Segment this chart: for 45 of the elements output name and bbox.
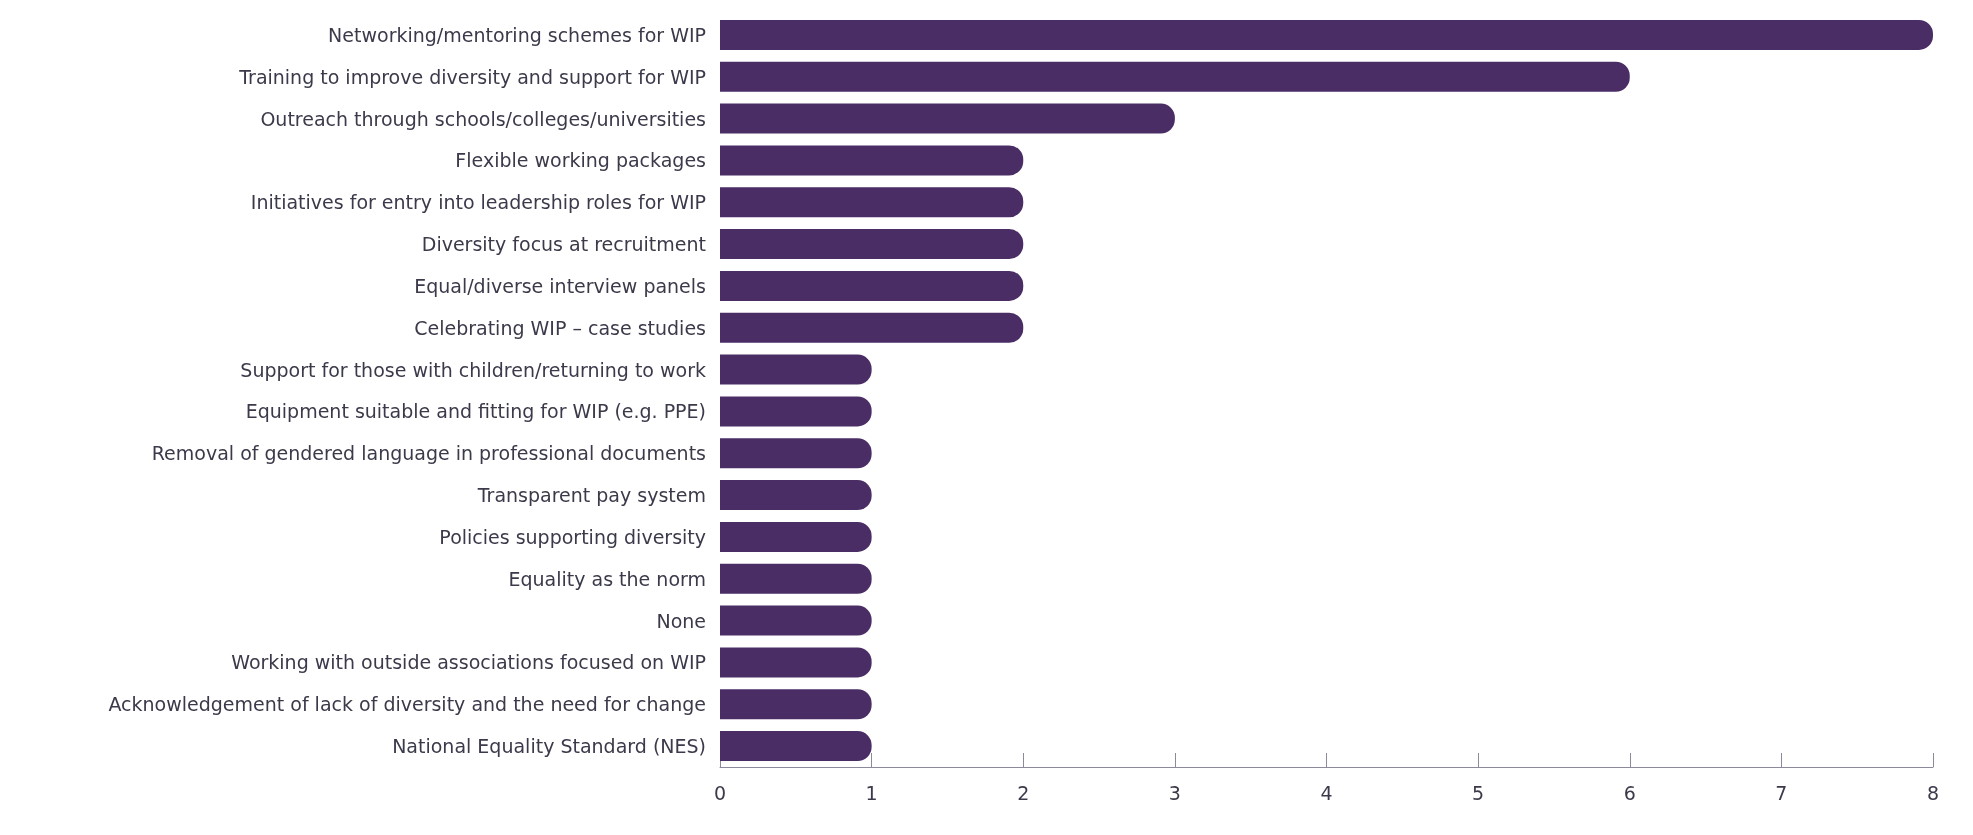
y-tick-label: Equality as the norm bbox=[508, 567, 706, 590]
y-tick-label: Training to improve diversity and support for WIP bbox=[238, 65, 706, 88]
bar bbox=[720, 19, 1933, 50]
x-tick-label: 6 bbox=[1623, 781, 1636, 804]
y-tick-label: Diversity focus at recruitment bbox=[421, 233, 706, 256]
x-tick-label: 4 bbox=[1320, 781, 1333, 804]
x-tick-label: 8 bbox=[1926, 781, 1940, 804]
bar bbox=[720, 731, 872, 762]
y-tick-label: Removal of gendered language in professional documents bbox=[151, 442, 706, 465]
x-tick-label: 1 bbox=[865, 781, 878, 804]
y-tick-label: National Equality Standard (NES) bbox=[392, 735, 706, 758]
bar bbox=[720, 480, 872, 511]
y-tick-label: Support for those with children/returning to work bbox=[240, 358, 706, 381]
y-tick-label: Flexible working packages bbox=[455, 149, 706, 172]
y-tick-label: Equal/diverse interview panels bbox=[414, 274, 706, 297]
bar bbox=[720, 605, 872, 636]
bar bbox=[720, 103, 1175, 134]
bar bbox=[720, 563, 872, 594]
y-tick-label: Policies supporting diversity bbox=[439, 525, 706, 548]
x-tick-label: 3 bbox=[1168, 781, 1181, 804]
y-tick-label: Networking/mentoring schemes for WIP bbox=[328, 23, 706, 46]
bar bbox=[720, 270, 1024, 301]
y-tick-label: Working with outside associations focused on WIP bbox=[231, 651, 706, 674]
bar bbox=[720, 521, 872, 552]
bar bbox=[720, 354, 872, 385]
y-tick-label: Equipment suitable and fitting for WIP (e.g. PPE) bbox=[245, 400, 706, 423]
bar bbox=[720, 689, 872, 720]
bar bbox=[720, 61, 1630, 92]
y-tick-label: Transparent pay system bbox=[476, 484, 706, 507]
y-tick-label: Acknowledgement of lack of diversity and the need for change bbox=[108, 693, 706, 716]
x-tick-label: 7 bbox=[1775, 781, 1788, 804]
bar bbox=[720, 312, 1024, 343]
y-tick-label: Celebrating WIP – case studies bbox=[414, 316, 706, 339]
bar bbox=[720, 396, 872, 427]
bar bbox=[720, 229, 1024, 260]
bar bbox=[720, 647, 872, 678]
x-tick-label: 2 bbox=[1017, 781, 1030, 804]
y-tick-label: None bbox=[656, 609, 706, 632]
bar bbox=[720, 187, 1024, 218]
y-tick-label: Outreach through schools/colleges/universities bbox=[260, 107, 706, 130]
y-tick-label: Initiatives for entry into leadership roles for WIP bbox=[250, 191, 706, 214]
bar bbox=[720, 145, 1024, 176]
x-tick-label: 5 bbox=[1472, 781, 1485, 804]
bar bbox=[720, 438, 872, 469]
x-tick-label: 0 bbox=[713, 781, 727, 804]
